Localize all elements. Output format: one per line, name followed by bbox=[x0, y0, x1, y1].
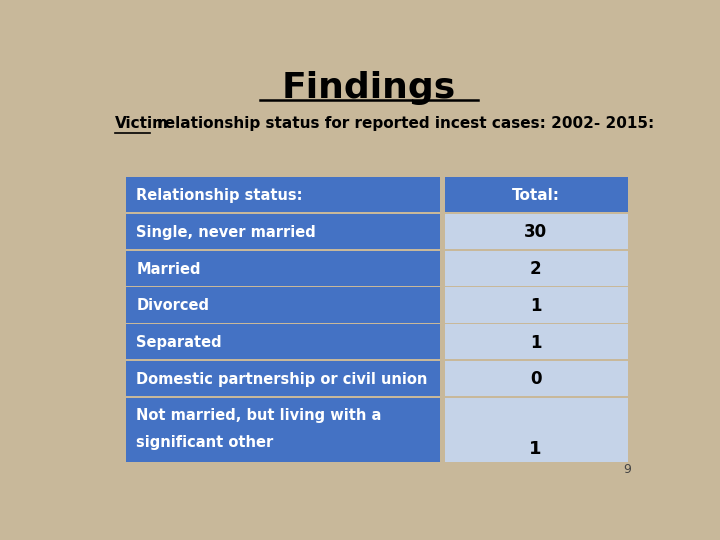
Bar bbox=[445, 177, 629, 212]
Bar bbox=[126, 361, 441, 396]
Bar bbox=[445, 324, 629, 359]
Bar bbox=[445, 251, 629, 286]
Text: 1: 1 bbox=[530, 297, 541, 315]
Bar bbox=[445, 214, 629, 249]
Text: Married: Married bbox=[136, 261, 201, 276]
Text: relationship status for reported incest cases: 2002- 2015:: relationship status for reported incest … bbox=[153, 116, 654, 131]
Text: Single, never married: Single, never married bbox=[136, 225, 316, 240]
Bar bbox=[126, 398, 441, 462]
Bar bbox=[126, 251, 441, 286]
Text: 9: 9 bbox=[624, 463, 631, 476]
Text: Findings: Findings bbox=[282, 71, 456, 105]
Text: Relationship status:: Relationship status: bbox=[136, 188, 303, 203]
Text: Victim: Victim bbox=[115, 116, 169, 131]
Text: 1: 1 bbox=[529, 441, 542, 458]
Bar bbox=[445, 287, 629, 322]
Bar bbox=[126, 177, 441, 212]
Text: significant other: significant other bbox=[136, 435, 274, 450]
Text: 2: 2 bbox=[530, 260, 541, 278]
Text: Not married, but living with a: Not married, but living with a bbox=[136, 408, 382, 423]
Text: Domestic partnership or civil union: Domestic partnership or civil union bbox=[136, 372, 428, 387]
Bar bbox=[445, 361, 629, 396]
Bar bbox=[445, 398, 629, 462]
Bar bbox=[126, 214, 441, 249]
Bar bbox=[126, 324, 441, 359]
Bar bbox=[126, 287, 441, 322]
Text: Total:: Total: bbox=[512, 188, 559, 203]
Text: 30: 30 bbox=[524, 223, 547, 241]
Text: Separated: Separated bbox=[136, 335, 222, 350]
Text: Divorced: Divorced bbox=[136, 298, 210, 313]
Text: 0: 0 bbox=[530, 370, 541, 388]
Text: 1: 1 bbox=[530, 334, 541, 352]
